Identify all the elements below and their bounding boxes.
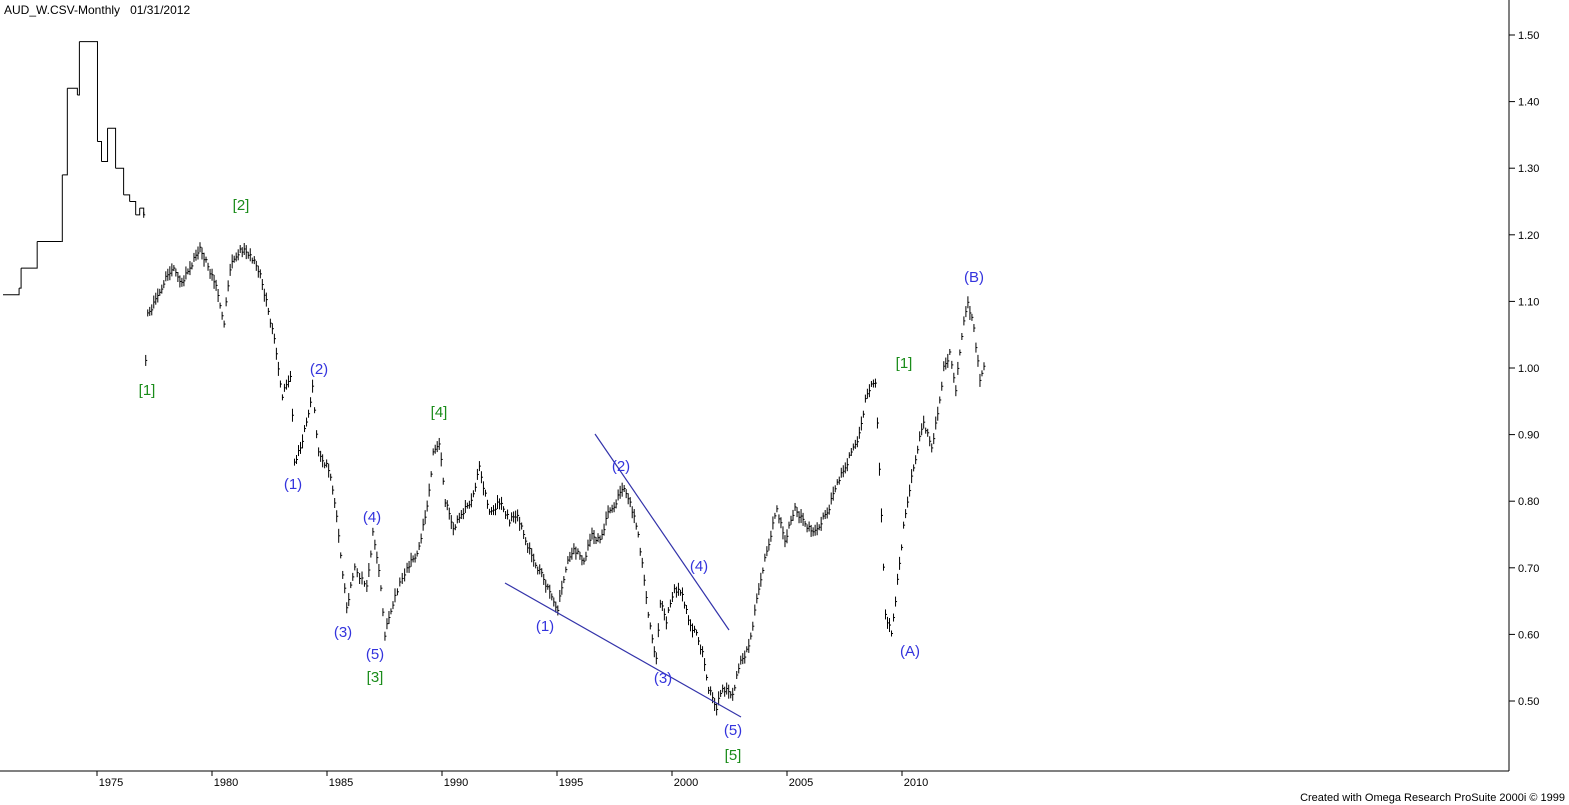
wave-label: [3]	[367, 669, 384, 686]
price-step	[77, 41, 80, 96]
wave-label: (1)	[536, 618, 554, 635]
price-series	[3, 41, 986, 716]
symbol-label: AUD_W.CSV-Monthly	[4, 3, 121, 17]
x-tick-label: 2000	[674, 777, 698, 789]
x-tick-label: 1975	[99, 777, 123, 789]
price-step	[3, 288, 20, 296]
wave-label: [1]	[139, 382, 156, 399]
price-step	[101, 128, 109, 163]
wave-label: [4]	[431, 404, 448, 421]
y-tick-label: 1.40	[1518, 97, 1539, 109]
price-step	[139, 207, 145, 215]
wave-label: (4)	[690, 558, 708, 575]
wave-label: (2)	[310, 361, 328, 378]
x-axis: 1975 1980 1985 1990 1995 2000 2005 2010	[96, 771, 928, 789]
price-step	[115, 167, 125, 195]
wave-label: (4)	[363, 509, 381, 526]
credit-text: Created with Omega Research ProSuite 200…	[1300, 792, 1565, 804]
x-tick-label: 2010	[904, 777, 928, 789]
price-step	[135, 208, 141, 216]
wave-label: [1]	[896, 355, 913, 372]
y-tick-label: 0.90	[1518, 430, 1539, 442]
wave-label: [5]	[725, 747, 742, 764]
y-tick-label: 0.80	[1518, 496, 1539, 508]
price-step	[123, 194, 131, 202]
price-step	[21, 241, 38, 269]
y-tick-label: 0.60	[1518, 629, 1539, 641]
date-label: 01/31/2012	[130, 3, 191, 17]
wave-label: (2)	[612, 458, 630, 475]
y-axis: 0.50 0.60 0.70 0.80 0.90 1.00 1.10 1.20 1.30 1.40…	[1509, 30, 1539, 708]
wave-label: (B)	[964, 269, 984, 286]
y-tick-label: 1.50	[1518, 30, 1539, 42]
wave-label: [2]	[233, 197, 250, 214]
wedge-trendline	[594, 433, 730, 631]
x-tick-label: 1995	[559, 777, 583, 789]
price-step	[97, 141, 103, 162]
y-tick-label: 1.20	[1518, 230, 1539, 242]
y-tick-label: 0.50	[1518, 696, 1539, 708]
price-step	[95, 41, 98, 142]
trendlines	[504, 433, 742, 718]
price-step	[107, 127, 117, 169]
price-step	[67, 87, 78, 95]
price-step	[61, 174, 63, 242]
wave-label: (5)	[366, 646, 384, 663]
wave-label: (A)	[900, 643, 920, 660]
x-tick-label: 1980	[214, 777, 238, 789]
wave-label: (1)	[284, 476, 302, 493]
wave-label: (3)	[334, 624, 352, 641]
x-tick-label: 2005	[789, 777, 813, 789]
chart-header: AUD_W.CSV-Monthly 01/31/2012	[4, 3, 190, 17]
chart-frame	[0, 0, 1510, 772]
x-tick-label: 1985	[329, 777, 353, 789]
x-tick-label: 1990	[444, 777, 468, 789]
wedge-trendline	[504, 582, 742, 718]
price-step	[129, 201, 137, 215]
wave-label: (3)	[654, 670, 672, 687]
y-tick-label: 0.70	[1518, 563, 1539, 575]
y-tick-label: 1.00	[1518, 363, 1539, 375]
wave-labels: [1] [2] (2) (1) (4) (3) (5) [3] [4] (1) (2) (4) (3) (…	[139, 197, 984, 764]
y-tick-label: 1.10	[1518, 296, 1539, 308]
wave-label: (5)	[724, 722, 742, 739]
price-step	[19, 268, 22, 289]
price-step	[62, 88, 68, 176]
y-tick-label: 1.30	[1518, 163, 1539, 175]
